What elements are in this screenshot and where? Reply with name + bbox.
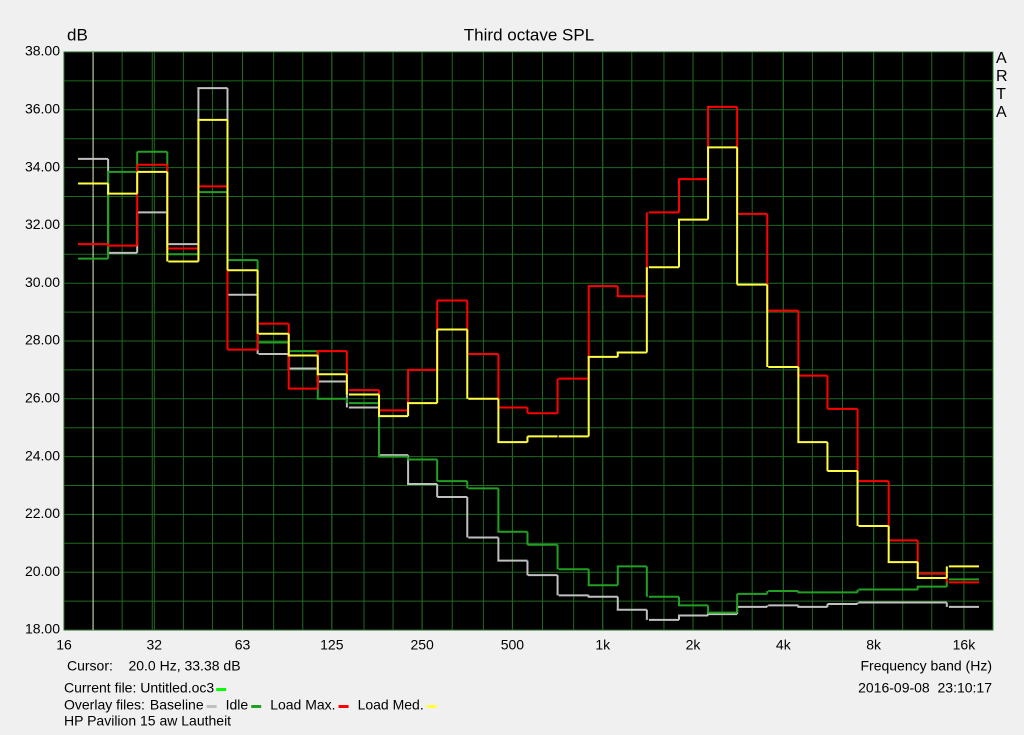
x-tick-label: 250 <box>410 637 434 653</box>
y-tick-label: 34.00 <box>25 158 60 174</box>
x-tick-label: 2k <box>686 637 702 653</box>
legend-swatch <box>426 705 437 708</box>
y-tick-label: 24.00 <box>25 447 60 463</box>
y-tick-label: 20.00 <box>25 563 60 579</box>
x-axis-label: Frequency band (Hz) <box>860 658 992 674</box>
timestamp: 2016-09-08 23:10:17 <box>858 680 992 696</box>
grid <box>63 51 993 631</box>
series-group <box>78 87 979 621</box>
chart-title: Third octave SPL <box>464 25 594 44</box>
x-tick-label: 16k <box>953 637 977 653</box>
x-tick-label: 8k <box>866 637 882 653</box>
y-tick-label: 36.00 <box>25 101 60 117</box>
y-tick-label: 26.00 <box>25 390 60 406</box>
y-tick-label: 22.00 <box>25 505 60 521</box>
side-label: ARTA <box>996 50 1008 121</box>
y-tick-label: 38.00 <box>25 43 60 59</box>
cursor-readout: Cursor: 20.0 Hz, 33.38 dB <box>67 658 241 674</box>
legend-swatch <box>251 705 262 708</box>
y-axis-label: dB <box>67 25 88 44</box>
legend-swatch <box>338 705 349 708</box>
y-tick-label: 32.00 <box>25 216 60 232</box>
y-tick-label: 18.00 <box>25 621 60 637</box>
x-tick-label: 16 <box>56 637 72 653</box>
x-tick-label: 500 <box>501 637 525 653</box>
x-tick-label: 32 <box>147 637 163 653</box>
y-tick-label: 28.00 <box>25 332 60 348</box>
legend-label: Load Med. <box>358 697 424 713</box>
legend-label: Idle <box>226 697 249 713</box>
legend-label: Baseline <box>150 697 204 713</box>
x-tick-label: 125 <box>320 637 344 653</box>
legend-swatch <box>206 705 217 708</box>
note: HP Pavilion 15 aw Lautheit <box>64 713 231 729</box>
x-tick-label: 1k <box>595 637 611 653</box>
y-tick-label: 30.00 <box>25 274 60 290</box>
overlay-label: Overlay files: <box>64 697 145 713</box>
x-tick-label: 63 <box>235 637 251 653</box>
current-file: Current file: Untitled.oc3 <box>64 680 214 696</box>
current-file-swatch <box>216 688 227 691</box>
x-tick-label: 4k <box>776 637 792 653</box>
legend-label: Load Max. <box>270 697 335 713</box>
